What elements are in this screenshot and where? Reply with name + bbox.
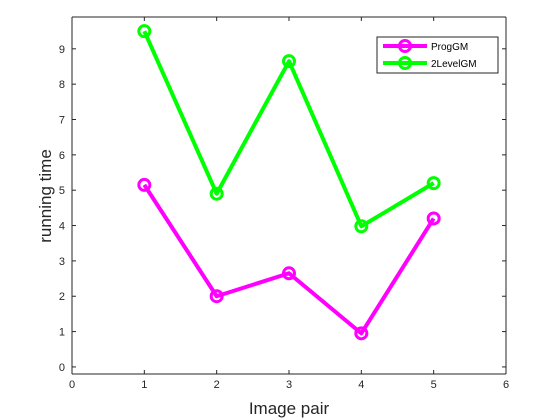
data-point	[137, 177, 152, 192]
y-tick-label: 4	[59, 221, 65, 233]
x-tick-label: 3	[286, 379, 292, 391]
data-point	[282, 54, 296, 69]
data-point	[137, 24, 152, 39]
data-point	[426, 211, 441, 226]
data-point	[354, 219, 369, 234]
legend-box	[376, 36, 499, 74]
y-tick-label: 0	[59, 362, 65, 374]
data-point	[282, 266, 296, 281]
y-tick-label: 8	[59, 79, 65, 91]
x-axis-label: Image pair	[249, 399, 330, 418]
x-tick-label: 4	[358, 379, 364, 391]
data-point	[426, 176, 441, 191]
x-tick-label: 1	[141, 379, 147, 391]
y-tick-label: 5	[59, 185, 65, 197]
y-tick-label: 9	[59, 44, 65, 56]
x-tick-label: 5	[431, 379, 437, 391]
y-tick-label: 7	[59, 115, 65, 127]
x-tick-label: 6	[503, 379, 509, 391]
y-tick-label: 1	[59, 327, 65, 339]
plot-area	[72, 17, 506, 374]
legend-marker	[398, 56, 412, 70]
series-layer	[137, 24, 441, 341]
legend-marker	[398, 39, 412, 53]
data-point	[209, 186, 224, 201]
axes: 0 1 2 3 4 5 6 0 1 2 3 4 5 6 7 8 9	[59, 16, 509, 391]
y-tick-label: 3	[59, 256, 65, 268]
data-point	[209, 289, 224, 304]
x-tick-label: 0	[69, 379, 75, 391]
y-axis-label: running time	[36, 149, 55, 243]
data-point	[354, 326, 369, 341]
legend: ProgGM 2LevelGM	[376, 36, 499, 74]
x-tick-label: 2	[214, 379, 220, 391]
series-line-1	[142, 30, 435, 229]
y-tick-label: 6	[59, 150, 65, 162]
series-line-0	[142, 183, 436, 336]
legend-label: 2LevelGM	[431, 59, 477, 70]
y-tick-label: 2	[59, 291, 65, 303]
legend-label: ProgGM	[431, 42, 468, 53]
